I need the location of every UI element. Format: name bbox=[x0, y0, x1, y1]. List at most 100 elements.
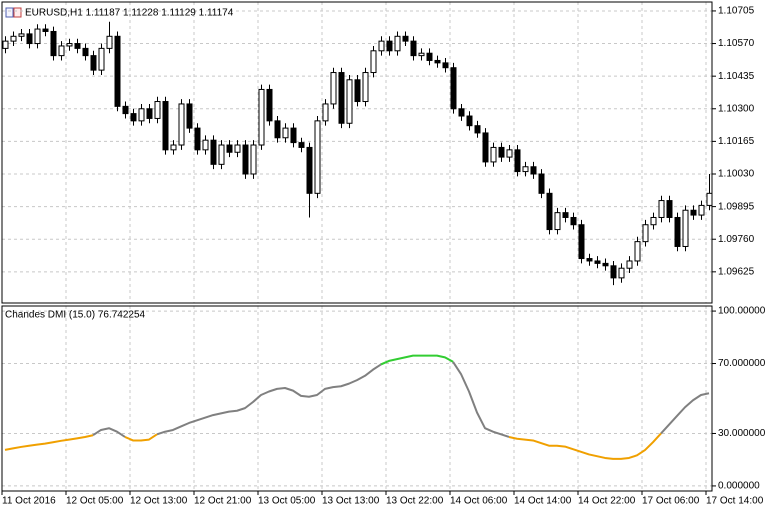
candle-body bbox=[306, 146, 313, 194]
x-tick-label: 13 Oct 22:00 bbox=[386, 496, 444, 507]
candle-body bbox=[418, 52, 425, 57]
y-tick-label: 1.09625 bbox=[718, 266, 755, 277]
y-tick-label: 0.000000 bbox=[718, 481, 760, 492]
candle-body bbox=[514, 149, 521, 173]
candle-body bbox=[162, 101, 169, 151]
candle-body bbox=[282, 127, 289, 139]
y-tick-label: 100.000000 bbox=[718, 306, 765, 317]
candle-body bbox=[434, 59, 441, 64]
candle-body bbox=[482, 132, 489, 163]
candle-body bbox=[258, 88, 265, 146]
panel-border bbox=[1, 305, 713, 492]
x-tick-label: 11 Oct 2016 bbox=[2, 496, 56, 507]
x-tick-label: 17 Oct 06:00 bbox=[642, 496, 700, 507]
candle-body bbox=[146, 108, 153, 119]
candle-body bbox=[50, 30, 57, 57]
candle-body bbox=[362, 72, 369, 103]
x-tick-label: 14 Oct 22:00 bbox=[578, 496, 636, 507]
chart-title: Chandes DMI (15.0) 76.742254 bbox=[5, 310, 146, 321]
candle-body bbox=[34, 28, 41, 45]
candle-body bbox=[170, 144, 177, 151]
candle-body bbox=[426, 52, 433, 61]
candle-body bbox=[90, 55, 97, 71]
candle-body bbox=[10, 35, 17, 42]
candle-body bbox=[450, 67, 457, 110]
y-tick-label: 1.10570 bbox=[718, 38, 755, 49]
y-tick-label: 1.10165 bbox=[718, 136, 755, 147]
candle-body bbox=[2, 40, 9, 49]
candle-body bbox=[594, 260, 601, 264]
candle-body bbox=[394, 35, 401, 52]
candle-body bbox=[154, 101, 161, 119]
candle-body bbox=[114, 35, 121, 107]
candle-body bbox=[402, 35, 409, 42]
candle-body bbox=[138, 108, 145, 122]
candle-body bbox=[314, 120, 321, 194]
candle-body bbox=[290, 127, 297, 144]
candle-body bbox=[386, 40, 393, 52]
y-tick-label: 1.10300 bbox=[718, 103, 755, 114]
icon-part bbox=[5, 7, 14, 18]
candle-body bbox=[106, 35, 113, 49]
indicator-line bbox=[660, 392, 710, 435]
indicator-line bbox=[4, 434, 94, 451]
candle-body bbox=[218, 144, 225, 165]
y-tick-label: 70.000000 bbox=[718, 358, 765, 369]
x-tick-label: 14 Oct 14:00 bbox=[514, 496, 572, 507]
candle-body bbox=[682, 209, 689, 247]
y-tick-label: 1.09760 bbox=[718, 234, 755, 245]
y-tick-label: 1.10030 bbox=[718, 169, 755, 180]
candle-body bbox=[442, 62, 449, 69]
candle-body bbox=[130, 113, 137, 122]
candle-body bbox=[586, 258, 593, 262]
indicator-line bbox=[508, 432, 662, 460]
candle-body bbox=[642, 224, 649, 243]
indicator-line bbox=[156, 363, 382, 436]
candle-body bbox=[242, 144, 249, 175]
y-tick-label: 1.10705 bbox=[718, 6, 755, 17]
symbol-icon bbox=[5, 7, 22, 18]
candle-body bbox=[82, 47, 89, 57]
candle-body bbox=[506, 149, 513, 158]
candle-body bbox=[18, 33, 25, 37]
candle-body bbox=[458, 108, 465, 117]
candle-body bbox=[474, 125, 481, 134]
x-tick-label: 12 Oct 13:00 bbox=[130, 496, 188, 507]
candle-body bbox=[578, 224, 585, 260]
candle-body bbox=[202, 139, 209, 151]
y-tick-label: 1.09895 bbox=[718, 201, 755, 212]
candle-body bbox=[530, 166, 537, 175]
candle-body bbox=[666, 200, 673, 218]
candle-body bbox=[122, 105, 129, 115]
candle-body bbox=[210, 139, 217, 165]
indicator-line bbox=[452, 361, 510, 438]
candle-body bbox=[194, 127, 201, 151]
candle-body bbox=[410, 40, 417, 57]
candle-body bbox=[466, 115, 473, 127]
y-tick-label: 30.000000 bbox=[718, 428, 765, 439]
candle-body bbox=[346, 79, 353, 124]
candle-body bbox=[266, 88, 273, 122]
candle-body bbox=[498, 146, 505, 158]
candle-body bbox=[554, 212, 561, 231]
candle-body bbox=[490, 146, 497, 163]
candle-body bbox=[98, 47, 105, 71]
x-tick-label: 12 Oct 05:00 bbox=[66, 496, 124, 507]
candle-body bbox=[274, 120, 281, 139]
candle-body bbox=[58, 45, 65, 57]
candle-body bbox=[658, 200, 665, 218]
candle-body bbox=[370, 50, 377, 74]
indicator-line bbox=[92, 427, 126, 438]
indicator-line bbox=[380, 354, 454, 366]
candle-body bbox=[26, 33, 33, 45]
candle-body bbox=[330, 72, 337, 105]
candle-body bbox=[562, 212, 569, 218]
candle-body bbox=[250, 144, 257, 175]
chart-title: EURUSD,H1 1.11187 1.11228 1.11129 1.1117… bbox=[25, 8, 234, 19]
icon-part bbox=[13, 7, 22, 18]
candle-body bbox=[618, 267, 625, 279]
x-tick-label: 12 Oct 21:00 bbox=[194, 496, 252, 507]
candle-body bbox=[298, 142, 305, 148]
candle-body bbox=[626, 260, 633, 269]
